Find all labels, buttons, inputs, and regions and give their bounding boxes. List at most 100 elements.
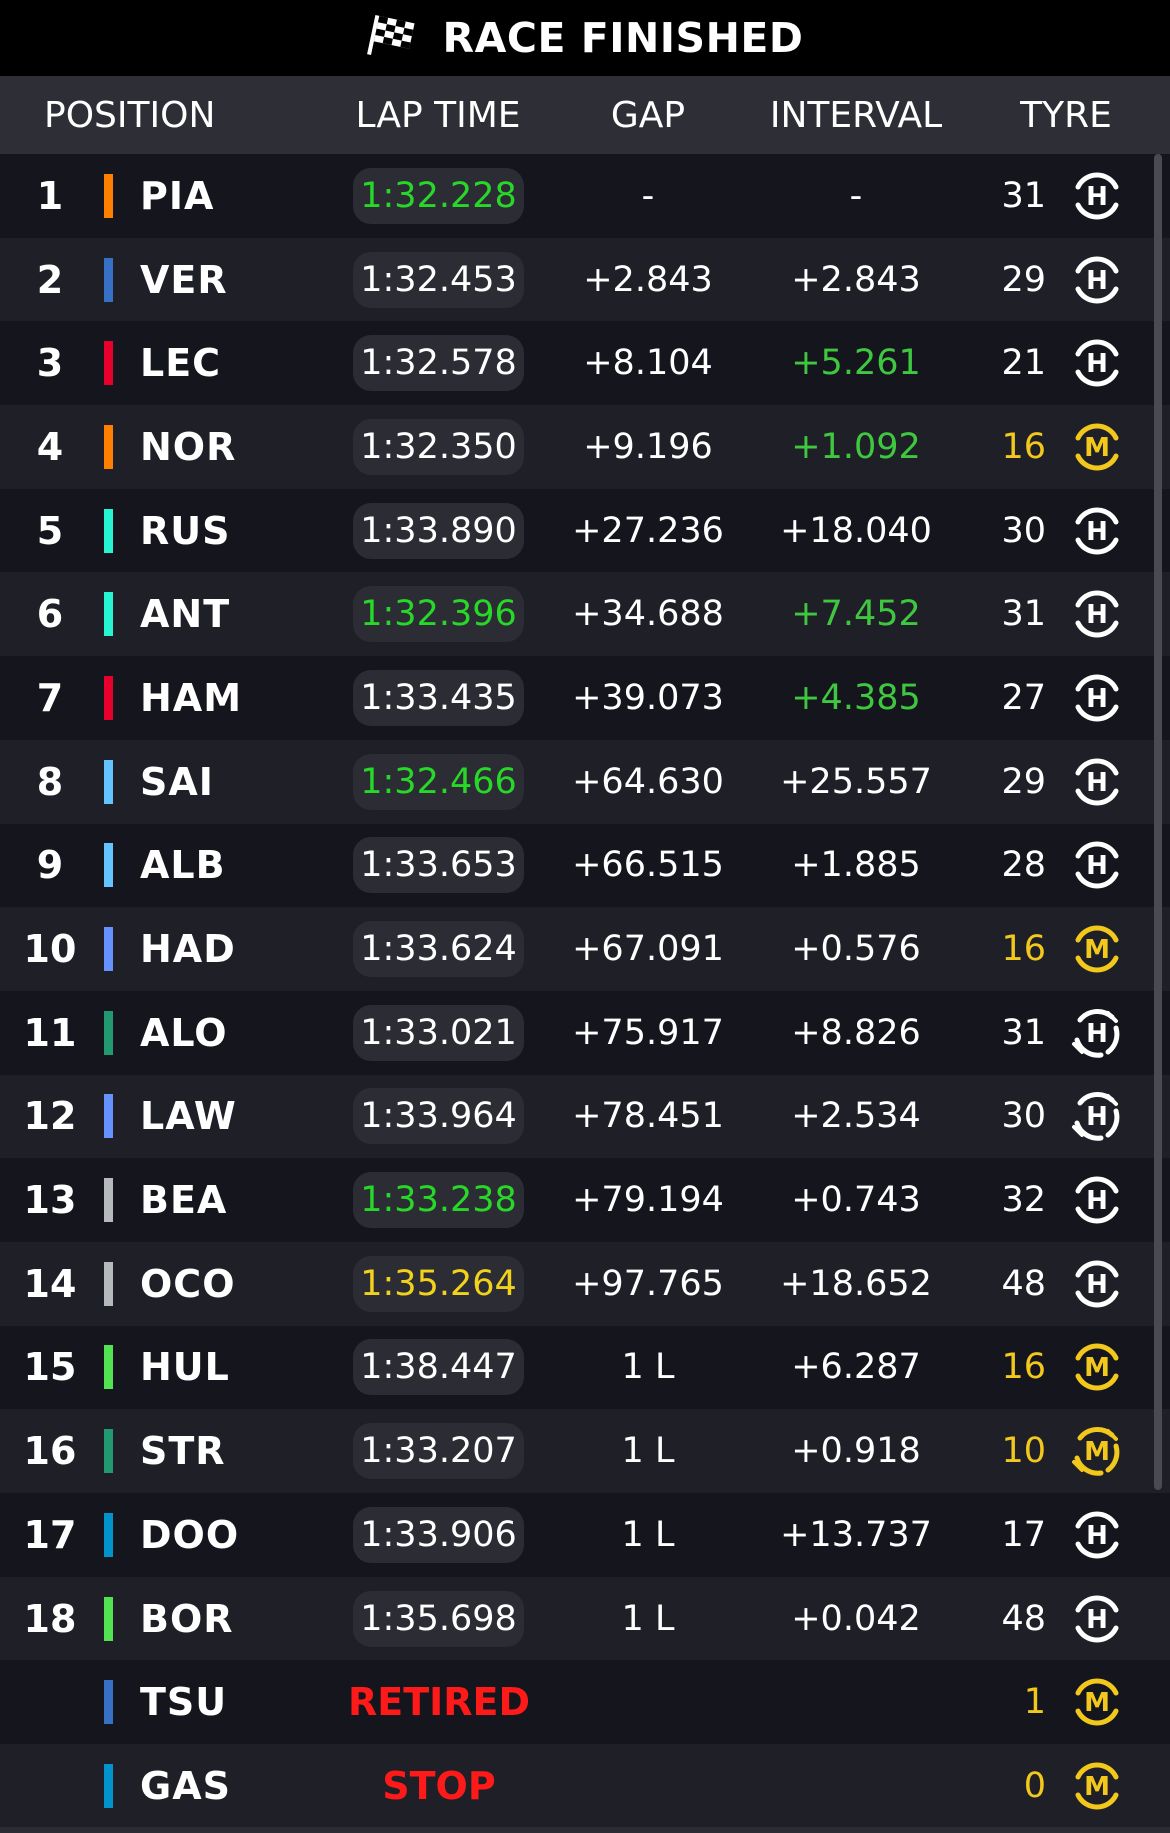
driver-code[interactable]: LEC: [140, 341, 222, 386]
team-color-bar: [104, 424, 113, 469]
tyre-laps: 10: [1001, 1431, 1046, 1472]
driver-code[interactable]: RUS: [140, 508, 231, 553]
position-number: 11: [23, 1010, 77, 1055]
tyre-compound-letter: H: [1086, 1521, 1108, 1551]
tyre-compound-letter: H: [1086, 684, 1108, 714]
col-gap[interactable]: GAP: [610, 94, 686, 136]
gap-value: 1 L: [621, 1347, 675, 1388]
table-row[interactable]: 3 LEC 1:32.578 +8.104 +5.261 21 H: [0, 321, 1170, 406]
position-number: 15: [23, 1345, 77, 1390]
driver-code[interactable]: BOR: [140, 1596, 234, 1641]
gap-value: +27.236: [572, 510, 724, 551]
interval-value: +1.092: [791, 426, 921, 467]
driver-code[interactable]: NOR: [140, 424, 237, 469]
tyre-laps: 27: [1001, 677, 1046, 718]
gap-value: 1 L: [621, 1514, 675, 1555]
table-row[interactable]: 16 STR 1:33.207 1 L +0.918 10 M: [0, 1409, 1170, 1493]
table-row[interactable]: 6 ANT 1:32.396 +34.688 +7.452 31 H: [0, 572, 1170, 657]
table-row[interactable]: GAS STOP 0 M: [0, 1744, 1170, 1828]
team-color-bar: [104, 1178, 113, 1223]
col-interval[interactable]: INTERVAL: [769, 94, 943, 136]
table-row[interactable]: TSU RETIRED 1 M: [0, 1660, 1170, 1745]
team-color-bar: [104, 675, 113, 720]
title-bar: RACE FINISHED: [0, 0, 1170, 76]
driver-code[interactable]: HUL: [140, 1345, 230, 1390]
table-row[interactable]: 11 ALO 1:33.021 +75.917 +8.826 31 H: [0, 990, 1170, 1075]
lap-time-pill: 1:33.207: [353, 1423, 524, 1480]
table-row[interactable]: 8 SAI 1:32.466 +64.630 +25.557 29 H: [0, 739, 1170, 824]
driver-code[interactable]: GAS: [140, 1763, 231, 1808]
position-number: 1: [36, 173, 64, 218]
driver-code[interactable]: LAW: [140, 1094, 237, 1139]
table-row[interactable]: 15 HUL 1:38.447 1 L +6.287 16 M: [0, 1325, 1170, 1410]
lap-time-pill: 1:32.578: [353, 335, 524, 392]
driver-code[interactable]: VER: [140, 257, 228, 302]
col-tyre[interactable]: TYRE: [1020, 94, 1112, 136]
col-position[interactable]: POSITION: [44, 94, 216, 136]
driver-code[interactable]: TSU: [140, 1680, 228, 1725]
lap-time-pill: 1:32.350: [353, 418, 524, 475]
driver-code[interactable]: ALO: [140, 1010, 228, 1055]
table-row[interactable]: 18 BOR 1:35.698 1 L +0.042 48 H: [0, 1576, 1170, 1661]
interval-value: +25.557: [780, 761, 932, 802]
interval-value: +0.918: [791, 1431, 921, 1472]
tyre-laps: 21: [1001, 343, 1046, 384]
lap-time-pill: 1:32.466: [353, 753, 524, 810]
tyre-compound-letter: H: [1086, 266, 1108, 296]
team-color-bar: [104, 1429, 113, 1474]
gap-value: +9.196: [583, 426, 713, 467]
driver-code[interactable]: HAD: [140, 927, 236, 972]
gap-value: +66.515: [572, 845, 724, 886]
team-color-bar: [104, 843, 113, 888]
tyre-compound-letter: H: [1086, 1186, 1108, 1216]
gap-value: +39.073: [572, 677, 724, 718]
table-row[interactable]: 17 DOO 1:33.906 1 L +13.737 17 H: [0, 1493, 1170, 1577]
medium-tyre-icon: M: [1075, 1762, 1119, 1810]
table-row[interactable]: 4 NOR 1:32.350 +9.196 +1.092 16 M: [0, 405, 1170, 489]
column-header-row: POSITION LAP TIME GAP INTERVAL TYRE: [0, 76, 1170, 154]
table-row[interactable]: 12 LAW 1:33.964 +78.451 +2.534 30 H: [0, 1074, 1170, 1159]
table-row[interactable]: 2 VER 1:32.453 +2.843 +2.843 29 H: [0, 237, 1170, 322]
driver-code[interactable]: ANT: [140, 592, 231, 637]
gap-value: 1 L: [621, 1598, 675, 1639]
driver-code[interactable]: BEA: [140, 1178, 228, 1223]
position-number: 3: [36, 341, 64, 386]
table-row[interactable]: 13 BEA 1:33.238 +79.194 +0.743 32 H: [0, 1158, 1170, 1242]
driver-code[interactable]: SAI: [140, 759, 214, 804]
team-color-bar: [104, 1261, 113, 1306]
team-color-bar: [104, 1763, 113, 1808]
table-row[interactable]: 14 OCO 1:35.264 +97.765 +18.652 48 H: [0, 1241, 1170, 1326]
driver-code[interactable]: ALB: [140, 843, 226, 888]
table-row[interactable]: 9 ALB 1:33.653 +66.515 +1.885 28 H: [0, 823, 1170, 908]
hard-tyre-icon: H: [1075, 1176, 1119, 1224]
table-row[interactable]: 1 PIA 1:32.228 - - 31 H: [0, 154, 1170, 238]
tyre-compound-letter: M: [1084, 1353, 1110, 1383]
hard-tyre-icon: H: [1075, 758, 1119, 806]
bottom-edge: [0, 1827, 1170, 1833]
team-color-bar: [104, 1596, 113, 1641]
standings-table: 1 PIA 1:32.228- -31 H 2 VER 1:32.453 +2.843 +2.84…: [0, 154, 1170, 1828]
driver-code[interactable]: STR: [140, 1429, 226, 1474]
tyre-compound-letter: H: [1086, 1019, 1108, 1049]
table-row[interactable]: 5 RUS 1:33.890 +27.236 +18.040 30 H: [0, 488, 1170, 573]
hard-tyre-icon: H: [1075, 172, 1119, 220]
driver-code[interactable]: DOO: [140, 1512, 240, 1557]
gap-value: +75.917: [572, 1012, 724, 1053]
team-color-bar: [104, 508, 113, 553]
lap-time-pill: 1:33.906: [353, 1506, 524, 1563]
gap-value: +34.688: [572, 594, 724, 635]
table-row[interactable]: 10 HAD 1:33.624 +67.091 +0.576 16 M: [0, 907, 1170, 991]
lap-time-pill: 1:32.396: [353, 586, 524, 643]
driver-code[interactable]: PIA: [140, 173, 215, 218]
interval-value: +6.287: [791, 1347, 921, 1388]
table-row[interactable]: 7 HAM 1:33.435 +39.073 +4.385 27 H: [0, 656, 1170, 740]
driver-code[interactable]: HAM: [140, 675, 243, 720]
col-lap-time[interactable]: LAP TIME: [355, 94, 521, 136]
gap-value: +78.451: [572, 1096, 724, 1137]
scrollbar[interactable]: [1154, 154, 1162, 1490]
tyre-compound-letter: H: [1086, 517, 1108, 547]
status-label: STOP: [382, 1763, 496, 1808]
interval-value: +0.042: [791, 1598, 921, 1639]
tyre-laps: 30: [1001, 1096, 1046, 1137]
driver-code[interactable]: OCO: [140, 1261, 236, 1306]
